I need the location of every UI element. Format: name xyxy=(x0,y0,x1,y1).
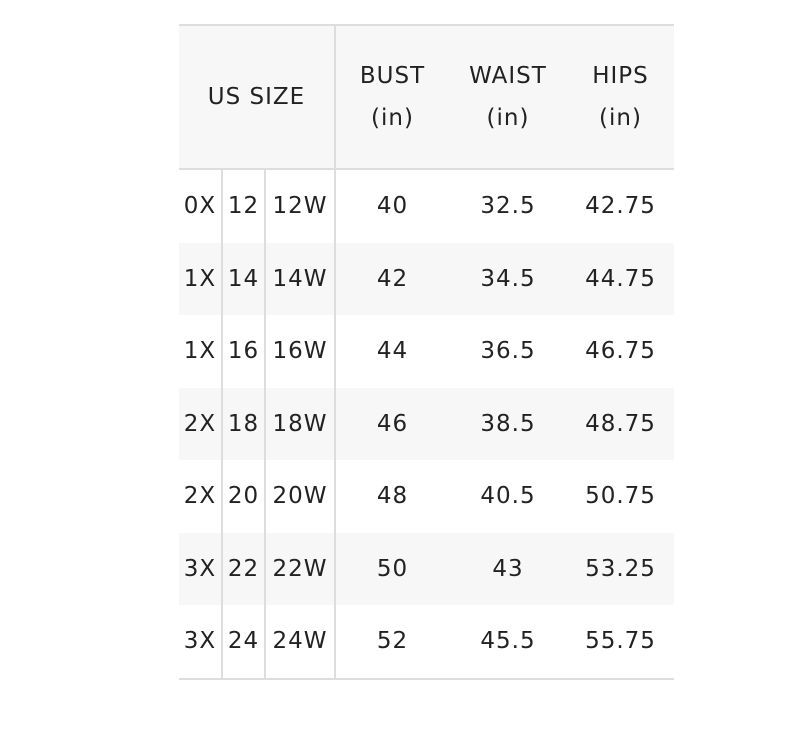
bust-cell: 52 xyxy=(376,628,409,655)
table-row: 2X 18 18W 46 38.5 48.75 xyxy=(179,387,674,460)
waist-cell: 38.5 xyxy=(449,387,567,460)
waist-cell: 34.5 xyxy=(449,242,567,315)
waist-cell: 36.5 xyxy=(480,338,536,365)
bust-cell: 42 xyxy=(335,242,449,315)
women-size-cell: 22W xyxy=(265,532,336,605)
table-row: 1X 14 14W 42 34.5 44.75 xyxy=(179,242,674,315)
hips-cell: 50.75 xyxy=(585,483,656,510)
bust-header: BUST (in) xyxy=(335,25,449,169)
bust-cell: 40 xyxy=(376,193,409,220)
letter-size-cell: 1X xyxy=(179,242,223,315)
hips-cell: 55.75 xyxy=(585,628,656,655)
letter-size-cell: 2X xyxy=(179,387,223,460)
header-row: US SIZE BUST (in) WAIST (in) HIPS (in) xyxy=(179,25,674,169)
bust-cell: 44 xyxy=(376,338,409,365)
bust-cell: 46 xyxy=(335,387,449,460)
women-size-cell: 20W xyxy=(265,460,336,533)
letter-size-cell: 1X xyxy=(179,315,223,388)
women-size-cell: 18W xyxy=(265,387,336,460)
letter-size-cell: 0X xyxy=(179,169,223,243)
table-row: 1X 16 16W 44 36.5 46.75 xyxy=(179,315,674,388)
numeric-size-cell: 12 xyxy=(222,169,266,243)
hips-cell: 48.75 xyxy=(567,387,674,460)
women-size-cell: 16W xyxy=(265,315,336,388)
bust-cell: 50 xyxy=(335,532,449,605)
table-row: 0X 12 12W 40 32.5 42.75 xyxy=(179,169,674,243)
letter-size-cell: 3X xyxy=(179,605,223,679)
hips-cell: 42.75 xyxy=(585,193,656,220)
waist-header: WAIST (in) xyxy=(449,25,567,169)
us-size-header: US SIZE xyxy=(179,25,336,169)
women-size-cell: 12W xyxy=(265,169,336,243)
numeric-size-cell: 22 xyxy=(222,532,266,605)
table-row: 3X 24 24W 52 45.5 55.75 xyxy=(179,605,674,679)
waist-cell: 32.5 xyxy=(480,193,536,220)
waist-cell: 40.5 xyxy=(480,483,536,510)
waist-cell: 43 xyxy=(449,532,567,605)
table-row: 3X 22 22W 50 43 53.25 xyxy=(179,532,674,605)
size-chart-table: US SIZE BUST (in) WAIST (in) HIPS (in) 0X 12… xyxy=(179,24,674,680)
letter-size-cell: 3X xyxy=(179,532,223,605)
women-size-cell: 24W xyxy=(265,605,336,679)
waist-cell: 45.5 xyxy=(480,628,536,655)
hips-cell: 46.75 xyxy=(585,338,656,365)
hips-cell: 53.25 xyxy=(567,532,674,605)
numeric-size-cell: 18 xyxy=(222,387,266,460)
numeric-size-cell: 16 xyxy=(222,315,266,388)
numeric-size-cell: 24 xyxy=(222,605,266,679)
numeric-size-cell: 14 xyxy=(222,242,266,315)
bust-cell: 48 xyxy=(376,483,409,510)
hips-header: HIPS (in) xyxy=(567,25,674,169)
numeric-size-cell: 20 xyxy=(222,460,266,533)
hips-cell: 44.75 xyxy=(567,242,674,315)
table-row: 2X 20 20W 48 40.5 50.75 xyxy=(179,460,674,533)
women-size-cell: 14W xyxy=(265,242,336,315)
letter-size-cell: 2X xyxy=(179,460,223,533)
